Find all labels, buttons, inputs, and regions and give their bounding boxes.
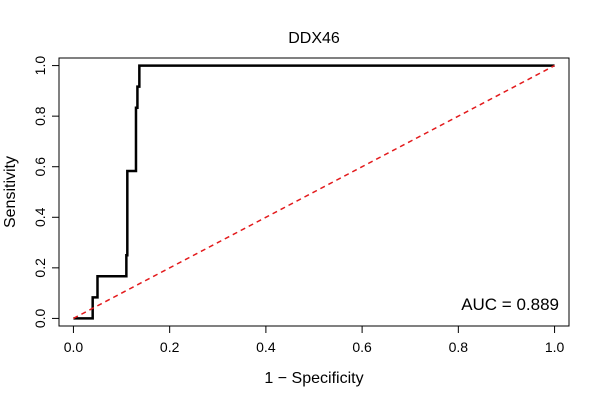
roc-curve: [73, 64, 555, 320]
x-axis: 0.0 0.2 0.4 0.6 0.8 1.0: [64, 325, 565, 355]
y-axis-label: Sensitivity: [2, 156, 19, 228]
chart-title: DDX46: [288, 30, 340, 47]
y-axis: 0.0 0.2 0.4 0.6 0.8 1.0: [32, 56, 60, 328]
x-tick-label: 0.6: [352, 339, 372, 355]
y-tick-label: 1.0: [32, 56, 48, 76]
auc-annotation: AUC = 0.889: [461, 295, 559, 314]
x-tick-label: 0.8: [449, 339, 469, 355]
x-tick-label: 0.0: [64, 339, 84, 355]
x-tick-label: 0.4: [256, 339, 276, 355]
reference-diagonal-line: [73, 64, 555, 320]
y-tick-label: 0.8: [32, 106, 48, 126]
x-axis-label: 1 − Specificity: [264, 370, 363, 387]
y-tick-label: 0.0: [32, 308, 48, 328]
x-tick-label: 0.2: [160, 339, 180, 355]
x-tick-label: 1.0: [545, 339, 565, 355]
y-tick-label: 0.4: [32, 207, 48, 227]
series-layer: [73, 64, 555, 320]
y-tick-label: 0.6: [32, 157, 48, 177]
y-tick-label: 0.2: [32, 258, 48, 278]
